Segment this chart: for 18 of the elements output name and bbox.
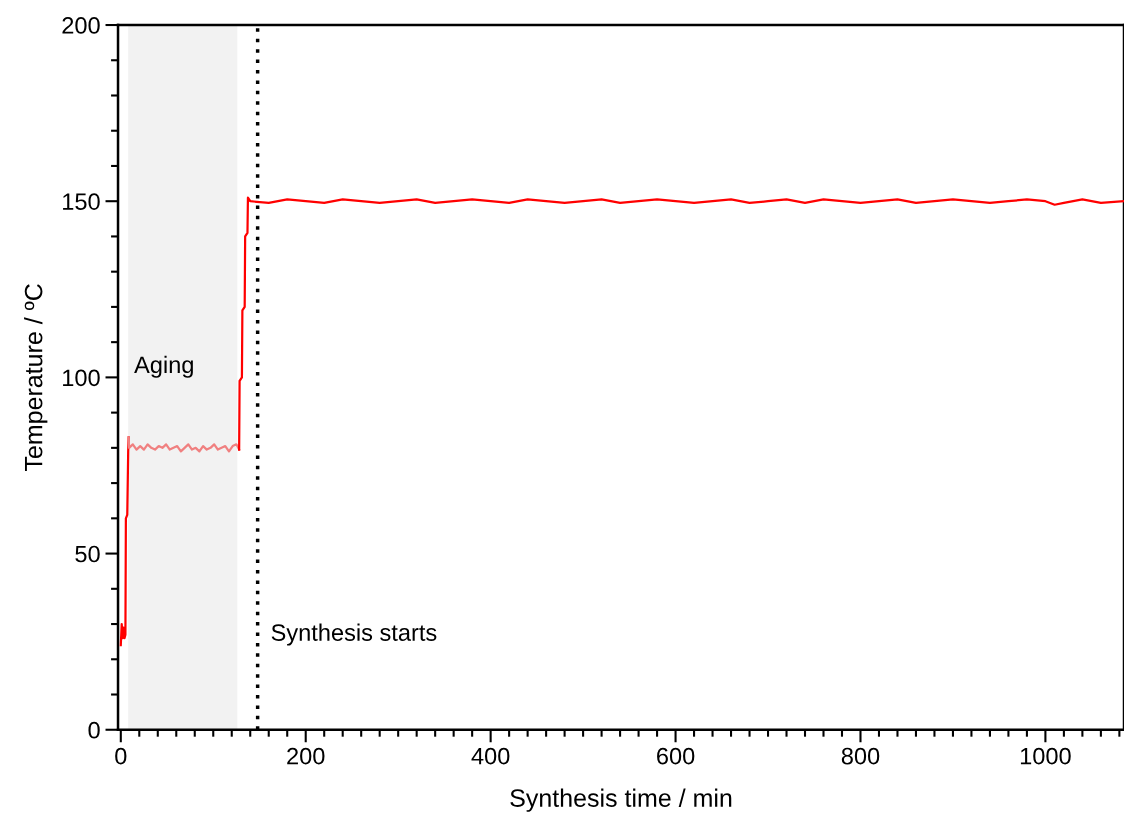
y-tick-label: 100 bbox=[63, 369, 100, 387]
x-tick-label: 0 bbox=[115, 747, 127, 765]
x-tick-label: 800 bbox=[841, 747, 880, 765]
line-series bbox=[127, 436, 241, 453]
line-series bbox=[119, 436, 130, 647]
x-tick-label: 1000 bbox=[1020, 747, 1071, 765]
y-axis-title: Temperature / ºC bbox=[24, 284, 48, 471]
x-tick-label: 200 bbox=[287, 747, 325, 765]
y-tick-label: 150 bbox=[63, 193, 100, 210]
y-tick-label: 200 bbox=[62, 17, 100, 34]
x-axis-title: Synthesis time / min bbox=[510, 788, 732, 812]
line-series bbox=[238, 196, 1124, 451]
x-tick-label: 400 bbox=[471, 747, 510, 765]
ref-line-label: Synthesis starts bbox=[271, 623, 437, 646]
y-tick-label: 0 bbox=[88, 721, 100, 739]
band-label: Aging bbox=[134, 355, 193, 378]
x-tick-label: 600 bbox=[657, 747, 695, 765]
y-tick-label: 50 bbox=[75, 545, 100, 563]
